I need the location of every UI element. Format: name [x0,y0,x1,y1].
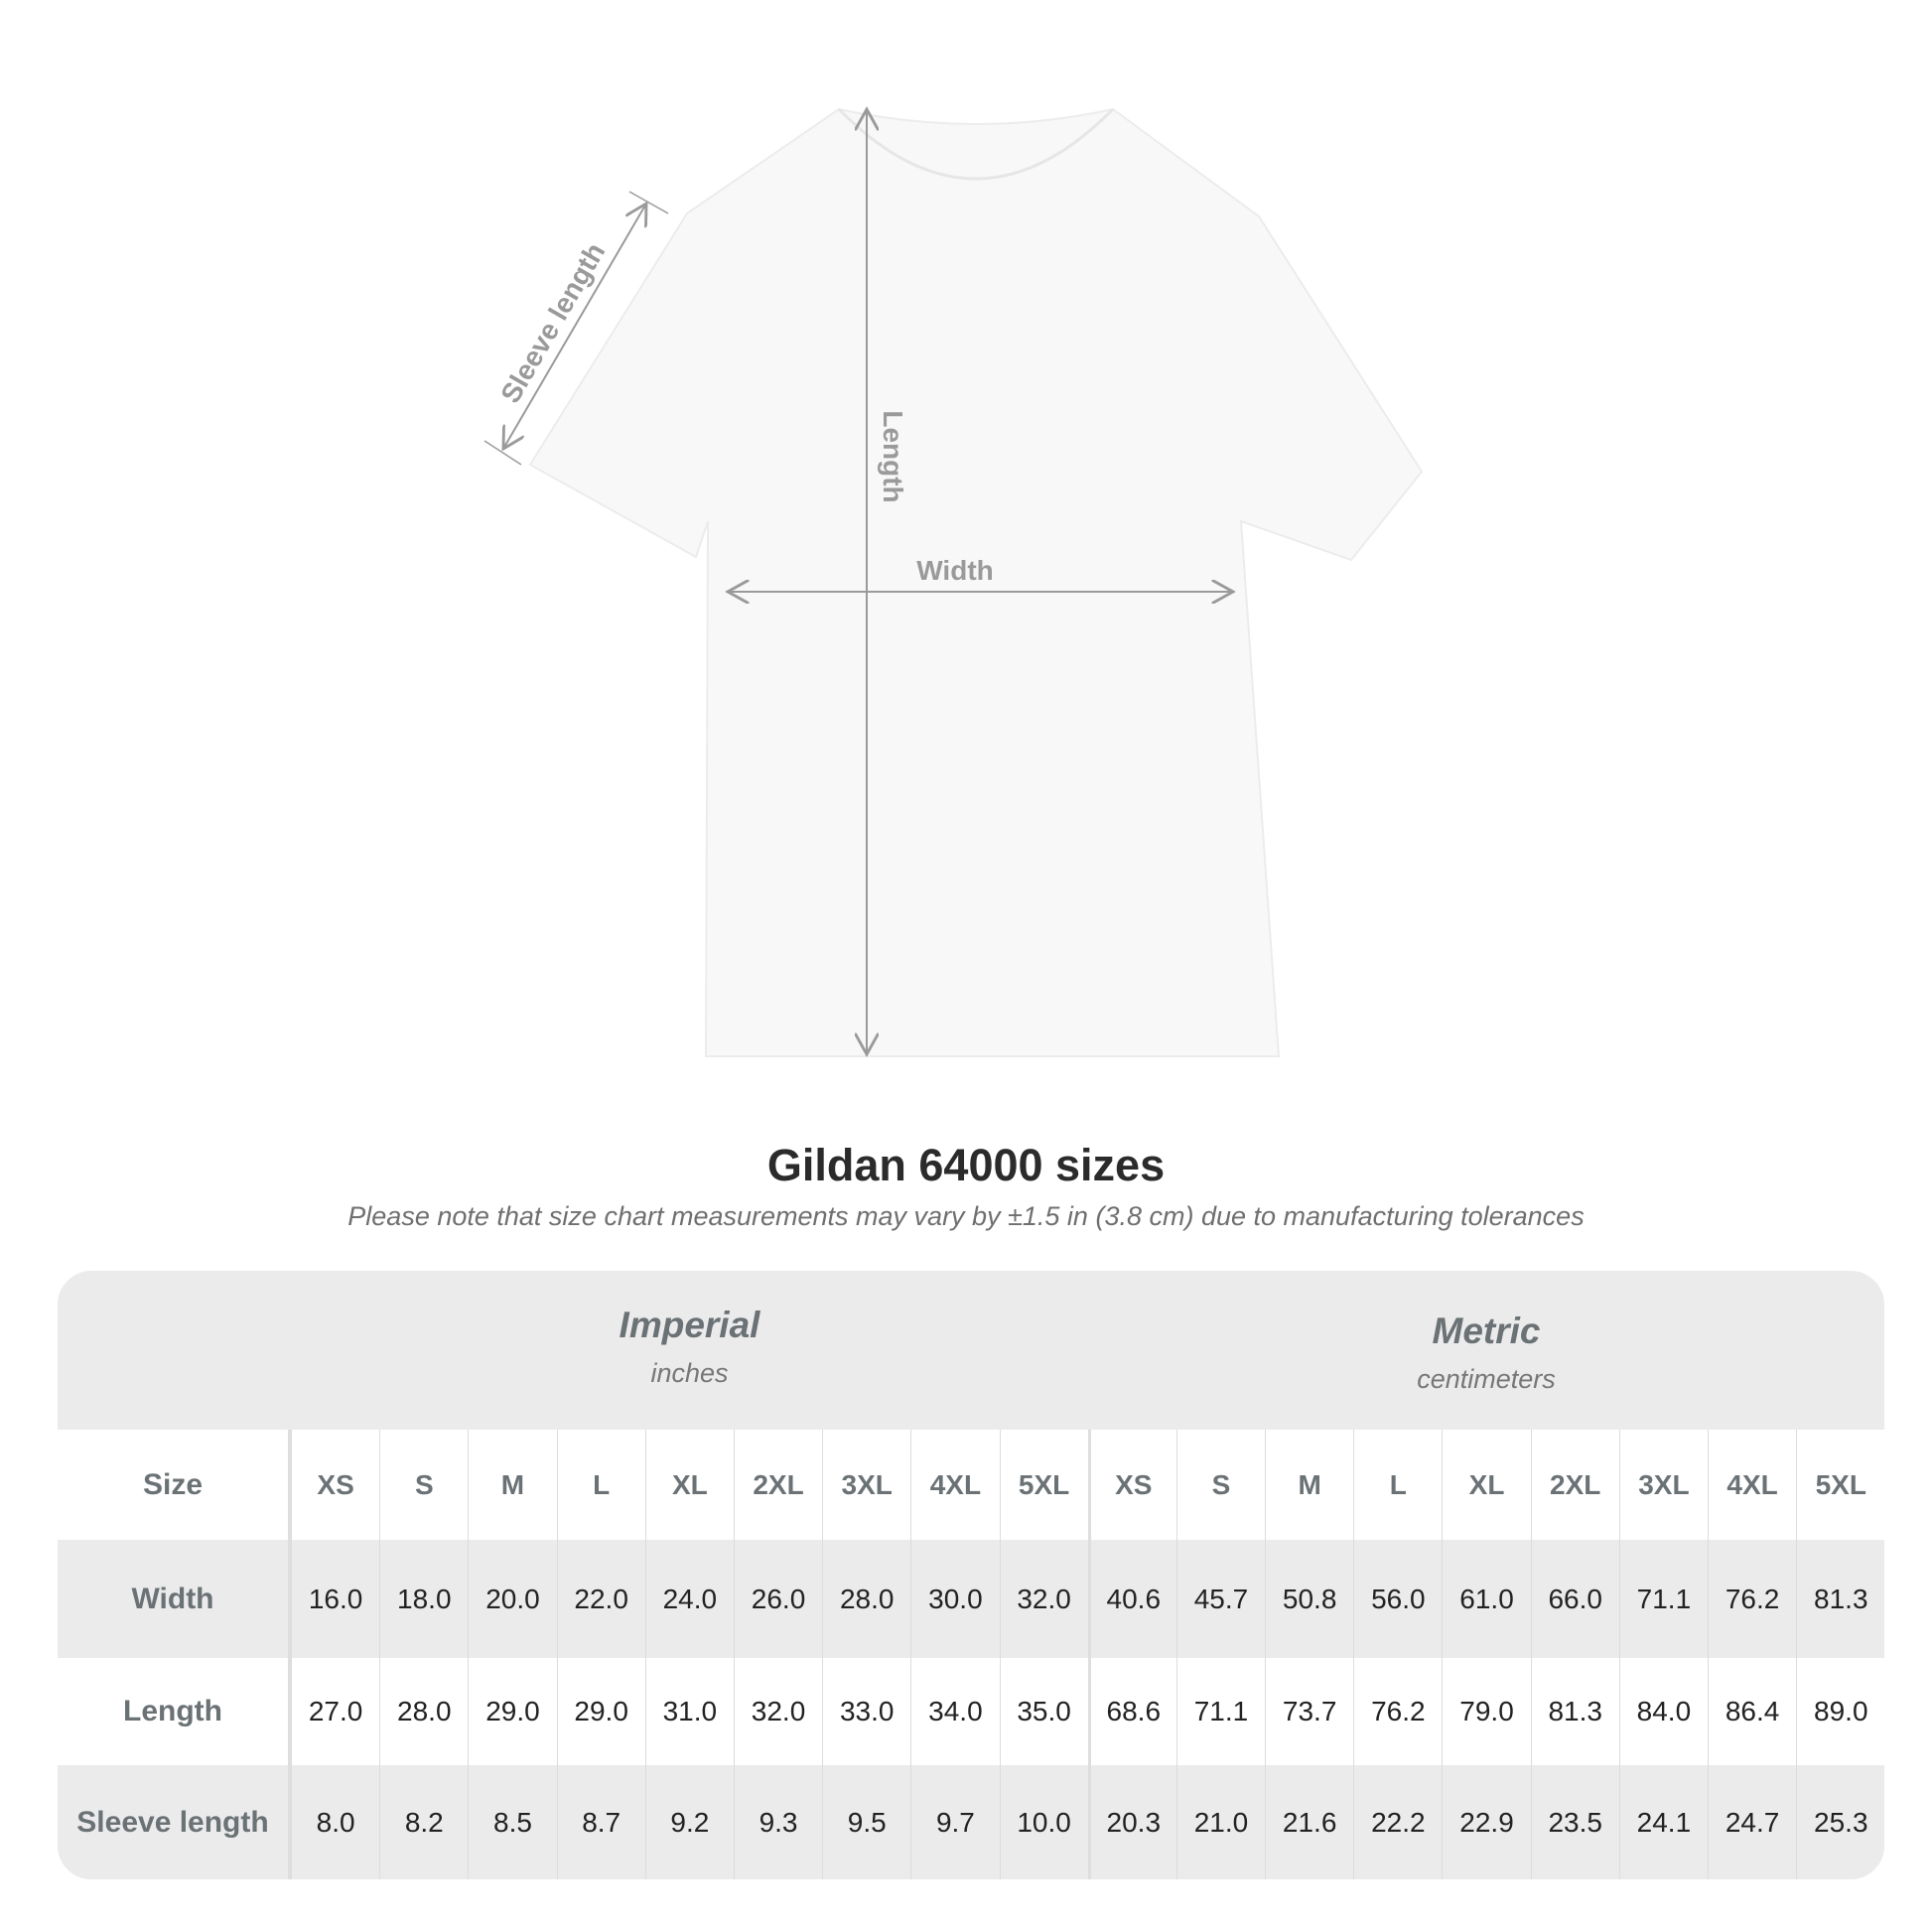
imperial-cell: S [379,1430,468,1540]
imperial-unit: inches [650,1358,729,1388]
imperial-cell: 34.0 [910,1658,999,1765]
size-table: Imperial inches Metric centimeters Size X… [58,1271,1884,1879]
row-label: Width [58,1540,291,1658]
metric-cell: 5XL [1796,1430,1884,1540]
imperial-cell: XS [291,1430,379,1540]
sleeve-tick [483,440,522,466]
metric-cell: 21.0 [1175,1765,1265,1879]
metric-cell: 20.3 [1087,1765,1176,1879]
metric-cell: 22.9 [1442,1765,1530,1879]
metric-cell: 24.1 [1618,1765,1708,1879]
metric-cell: 24.7 [1708,1765,1796,1879]
metric-cell: 23.5 [1530,1765,1619,1879]
imperial-cell: 9.5 [822,1765,910,1879]
metric-cell: 2XL [1530,1430,1619,1540]
metric-cell: 79.0 [1442,1658,1530,1765]
width-label: Width [916,555,994,586]
imperial-cell: 29.0 [556,1658,645,1765]
imperial-cell: 8.0 [291,1765,379,1879]
tolerance-note: Please note that size chart measurements… [347,1201,1585,1231]
metric-cell: 89.0 [1796,1658,1884,1765]
imperial-cell: 26.0 [733,1540,822,1658]
metric-cell: 73.7 [1265,1658,1353,1765]
metric-unit: centimeters [1417,1364,1556,1394]
imperial-cell: XL [644,1430,734,1540]
metric-cell: 76.2 [1708,1540,1796,1658]
sleeve-arrow [503,204,646,449]
imperial-cell: 18.0 [379,1540,468,1658]
metric-cell: M [1265,1430,1353,1540]
row-width: Width 16.0 18.0 20.0 22.0 24.0 26.0 28.0 30.0 32.… [58,1540,1884,1658]
metric-cell: 86.4 [1708,1658,1796,1765]
page-title: Gildan 64000 sizes [766,1140,1166,1190]
imperial-cell: 8.5 [468,1765,556,1879]
metric-cell: 25.3 [1796,1765,1884,1879]
imperial-cell: 33.0 [822,1658,910,1765]
metric-cell: 84.0 [1618,1658,1708,1765]
imperial-cell: 30.0 [910,1540,999,1658]
metric-cell: 81.3 [1530,1658,1619,1765]
metric-cell: 66.0 [1530,1540,1619,1658]
imperial-cell: 8.7 [556,1765,645,1879]
imperial-cell: 5XL [999,1430,1088,1540]
metric-cell: 81.3 [1796,1540,1884,1658]
metric-cell: 3XL [1618,1430,1708,1540]
metric-cell: 4XL [1708,1430,1796,1540]
imperial-cell: 20.0 [468,1540,556,1658]
metric-cell: 40.6 [1087,1540,1176,1658]
imperial-cell: 28.0 [822,1540,910,1658]
tshirt-diagram: Width Length Sleeve length [483,0,1424,1057]
row-label: Sleeve length [58,1765,291,1879]
imperial-cell: 27.0 [291,1658,379,1765]
imperial-cell: 8.2 [379,1765,468,1879]
metric-cell: 76.2 [1353,1658,1442,1765]
imperial-cell: 10.0 [999,1765,1088,1879]
row-length: Length 27.0 28.0 29.0 29.0 31.0 32.0 33.0 34.0 35… [58,1658,1884,1765]
metric-cell: 68.6 [1087,1658,1176,1765]
imperial-cell: 32.0 [999,1540,1088,1658]
imperial-cell: 24.0 [644,1540,734,1658]
imperial-cell: 31.0 [644,1658,734,1765]
metric-cell: 21.6 [1265,1765,1353,1879]
imperial-cell: 3XL [822,1430,910,1540]
metric-header: Metric centimeters [1088,1271,1884,1430]
metric-cell: 71.1 [1175,1658,1265,1765]
imperial-title: Imperial [619,1305,760,1345]
imperial-cell: 9.3 [733,1765,822,1879]
row-label: Size [58,1430,291,1540]
metric-cell: 71.1 [1618,1540,1708,1658]
metric-cell: L [1353,1430,1442,1540]
metric-title: Metric [1432,1311,1541,1351]
metric-cell: S [1175,1430,1265,1540]
imperial-cell: 29.0 [468,1658,556,1765]
imperial-cell: 28.0 [379,1658,468,1765]
imperial-cell: 9.2 [644,1765,734,1879]
imperial-cell: 32.0 [733,1658,822,1765]
length-label: Length [878,410,908,502]
imperial-cell: M [468,1430,556,1540]
metric-cell: 56.0 [1353,1540,1442,1658]
metric-cell: XL [1442,1430,1530,1540]
metric-cell: XS [1087,1430,1176,1540]
imperial-cell: 9.7 [910,1765,999,1879]
sleeve-tick [628,191,669,214]
imperial-cell: L [556,1430,645,1540]
imperial-cell: 35.0 [999,1658,1088,1765]
imperial-cell: 2XL [733,1430,822,1540]
metric-cell: 22.2 [1353,1765,1442,1879]
imperial-cell: 22.0 [556,1540,645,1658]
row-label: Length [58,1658,291,1765]
size-row: Size XS S M L XL 2XL 3XL 4XL 5XL XS S M L XL 2XL 3XL 4XL 5… [58,1430,1884,1540]
row-sleeve-length: Sleeve length 8.0 8.2 8.5 8.7 9.2 9.3 9.5 9.7 10.… [58,1765,1884,1879]
metric-cell: 61.0 [1442,1540,1530,1658]
imperial-header: Imperial inches [291,1271,1088,1430]
imperial-cell: 16.0 [291,1540,379,1658]
imperial-cell: 4XL [910,1430,999,1540]
metric-cell: 50.8 [1265,1540,1353,1658]
metric-cell: 45.7 [1175,1540,1265,1658]
